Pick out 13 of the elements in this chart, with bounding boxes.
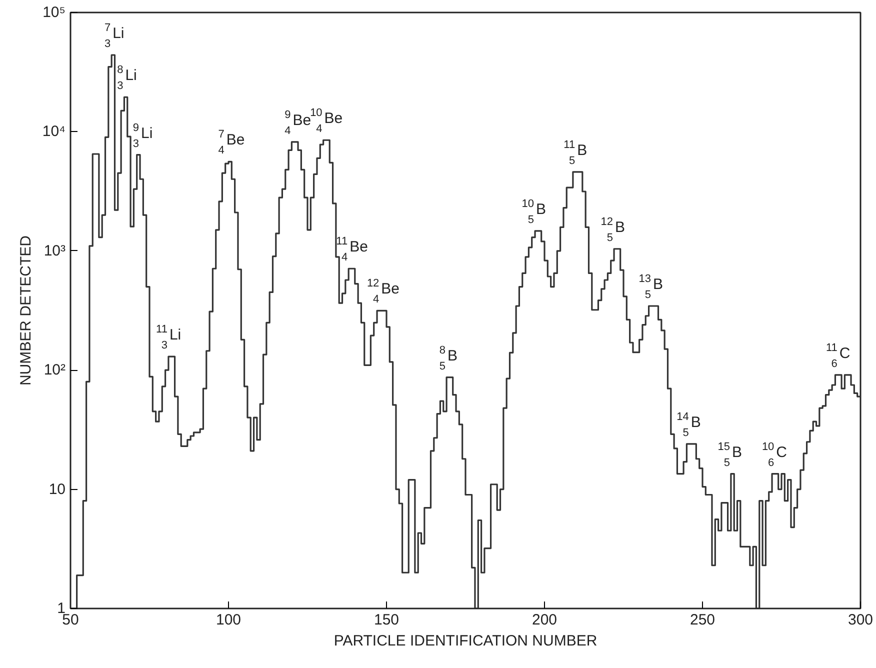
x-tick-label: 50 [62, 612, 79, 628]
y-axis-title: NUMBER DETECTED [17, 235, 34, 386]
x-tick-label: 100 [216, 612, 242, 628]
x-tick-label: 150 [374, 612, 400, 628]
x-tick-label: 300 [848, 612, 874, 628]
x-tick-label: 250 [690, 612, 716, 628]
y-tick-label: 10³ [44, 242, 66, 260]
x-tick-label: 200 [532, 612, 558, 628]
y-tick-label: 10⁴ [42, 123, 66, 140]
x-axis-title: PARTICLE IDENTIFICATION NUMBER [334, 632, 598, 650]
y-tick-label: 10² [44, 362, 66, 379]
y-tick-label: 10 [48, 480, 66, 498]
y-tick-label: 10⁵ [42, 4, 66, 21]
